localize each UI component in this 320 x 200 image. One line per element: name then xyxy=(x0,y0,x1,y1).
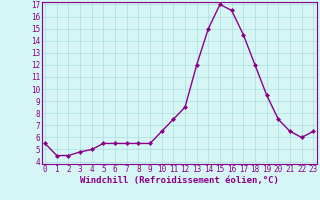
X-axis label: Windchill (Refroidissement éolien,°C): Windchill (Refroidissement éolien,°C) xyxy=(80,176,279,185)
